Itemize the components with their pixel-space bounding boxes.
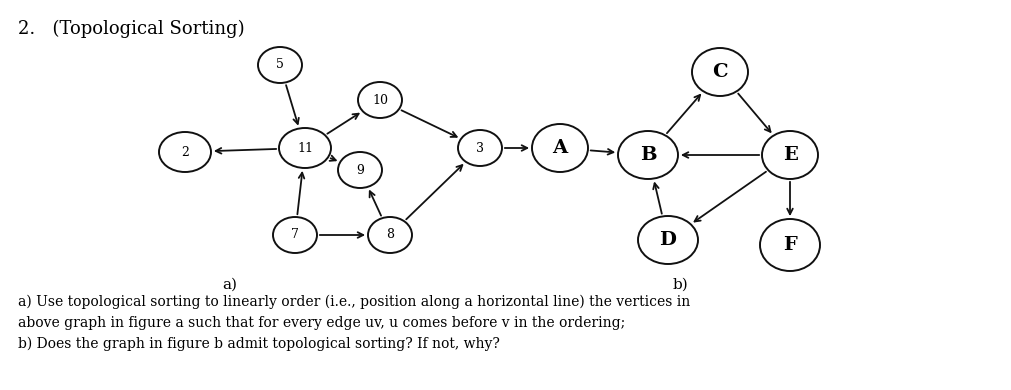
Text: 5: 5 [276,58,284,71]
Ellipse shape [273,217,317,253]
Text: 7: 7 [291,229,299,241]
Text: A: A [552,139,567,157]
Ellipse shape [762,131,818,179]
Text: a): a) [222,278,238,292]
Ellipse shape [279,128,331,168]
Text: B: B [640,146,656,164]
Ellipse shape [458,130,502,166]
Ellipse shape [358,82,402,118]
Text: a) Use topological sorting to linearly order (i.e., position along a horizontal : a) Use topological sorting to linearly o… [18,295,691,309]
Ellipse shape [760,219,820,271]
Text: E: E [783,146,798,164]
Ellipse shape [368,217,412,253]
Text: 2.   (Topological Sorting): 2. (Topological Sorting) [18,20,245,38]
Text: above graph in figure a such that for every edge uv, u comes before v in the ord: above graph in figure a such that for ev… [18,316,625,330]
Text: b): b) [672,278,687,292]
Text: 8: 8 [386,229,394,241]
Text: 11: 11 [297,142,313,154]
Text: F: F [784,236,797,254]
Text: 10: 10 [372,94,388,106]
Ellipse shape [692,48,748,96]
Ellipse shape [258,47,302,83]
Text: D: D [659,231,676,249]
Ellipse shape [159,132,211,172]
Text: b) Does the graph in figure b admit topological sorting? If not, why?: b) Does the graph in figure b admit topo… [18,337,499,351]
Text: 9: 9 [356,163,364,177]
Text: 2: 2 [181,145,189,158]
Ellipse shape [618,131,678,179]
Ellipse shape [532,124,588,172]
Ellipse shape [338,152,382,188]
Text: C: C [712,63,728,81]
Ellipse shape [638,216,698,264]
Text: 3: 3 [476,142,484,154]
